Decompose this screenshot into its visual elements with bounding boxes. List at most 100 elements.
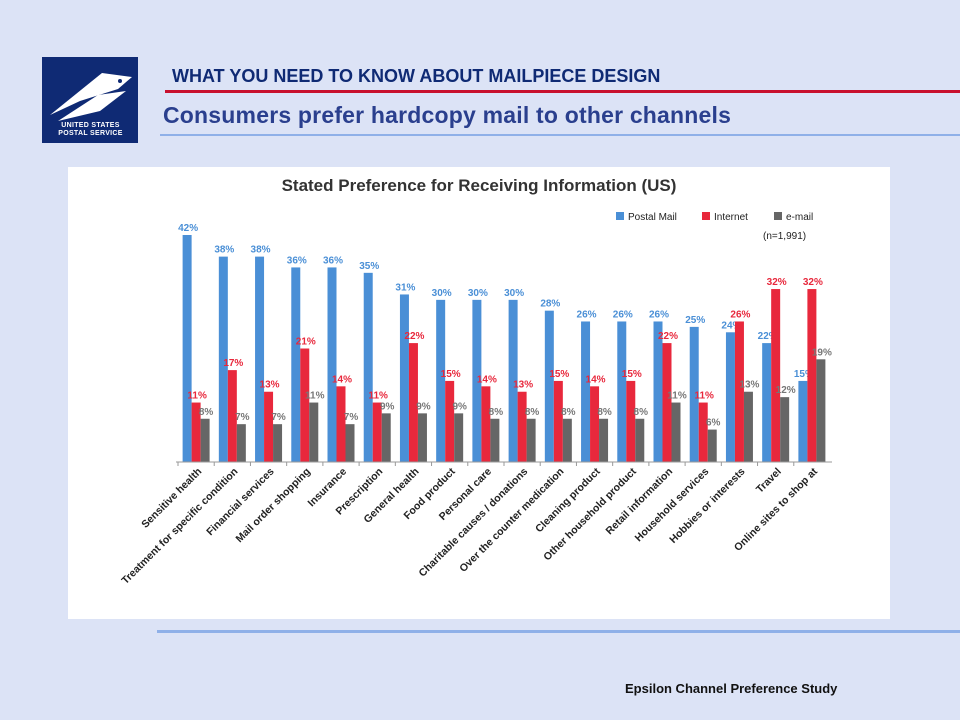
bar-postal-mail-17 [798, 380, 808, 462]
data-label: 15% [549, 369, 569, 380]
bar-e-mail-5 [381, 413, 391, 462]
legend-swatch [616, 212, 624, 220]
bars-group: 42%38% 38%36% 36% 35%31% 30% 30% 30%28%26% 26% 2… [178, 223, 832, 462]
data-label: 21% [296, 337, 316, 348]
data-label: 32% [767, 277, 787, 288]
data-label: 13% [739, 380, 759, 391]
bar-internet-13 [662, 343, 672, 462]
legend-label: e-mail [786, 212, 813, 223]
data-label: 26% [577, 309, 597, 320]
bar-postal-mail-12 [617, 321, 627, 462]
data-label: 13% [260, 380, 280, 391]
data-label: 9% [380, 401, 395, 412]
data-label: 22% [404, 331, 424, 342]
bar-postal-mail-10 [544, 310, 554, 462]
bar-internet-5 [372, 402, 382, 462]
bar-internet-2 [264, 391, 274, 462]
page-subtitle: Consumers prefer hardcopy mail to other … [163, 102, 732, 128]
source-citation: Epsilon Channel Preference Study [625, 681, 838, 696]
data-label: 14% [586, 374, 606, 385]
data-label: 31% [395, 282, 415, 293]
bar-postal-mail-16 [762, 343, 772, 462]
data-label: 13% [513, 380, 533, 391]
bar-internet-7 [445, 380, 455, 462]
bar-internet-6 [408, 343, 418, 462]
bar-postal-mail-3 [291, 267, 301, 462]
logo-text-line1: UNITED STATES [61, 122, 120, 129]
data-label: 11% [187, 391, 207, 402]
data-label: 36% [323, 255, 343, 266]
bar-internet-0 [191, 402, 201, 462]
data-label: 26% [649, 309, 669, 320]
bar-postal-mail-15 [725, 332, 735, 462]
data-label: 11% [305, 391, 325, 402]
bar-e-mail-11 [599, 418, 609, 462]
data-label: 26% [613, 309, 633, 320]
data-label: 15% [794, 369, 814, 380]
bar-e-mail-1 [236, 424, 246, 462]
bar-e-mail-16 [780, 397, 790, 462]
data-label: 7% [344, 412, 359, 423]
bar-internet-14 [698, 402, 708, 462]
bar-e-mail-0 [200, 418, 210, 462]
bar-internet-16 [771, 289, 781, 462]
data-label: 12% [776, 385, 796, 396]
bar-e-mail-10 [562, 418, 572, 462]
bar-postal-mail-1 [218, 256, 228, 462]
bar-e-mail-9 [526, 418, 536, 462]
data-label: 14% [332, 374, 352, 385]
data-label: 19% [812, 347, 832, 358]
sample-size-note: (n=1,991) [763, 231, 806, 242]
chart-legend: Postal Mail Internet e-mail [616, 212, 813, 223]
bar-e-mail-6 [417, 413, 427, 462]
bar-postal-mail-9 [508, 299, 518, 462]
bar-postal-mail-7 [436, 299, 446, 462]
data-label: 7% [235, 412, 250, 423]
bar-internet-1 [227, 370, 237, 462]
data-label: 9% [416, 401, 431, 412]
data-label: 8% [634, 407, 649, 418]
bar-internet-12 [626, 380, 636, 462]
data-label: 9% [452, 401, 467, 412]
logo-wordmark: UNITED STATES POSTAL SERVICE [43, 122, 138, 138]
bar-e-mail-3 [309, 402, 319, 462]
bar-e-mail-2 [273, 424, 283, 462]
bar-postal-mail-2 [255, 256, 265, 462]
data-label: 8% [597, 407, 612, 418]
data-label: 25% [685, 315, 705, 326]
bar-postal-mail-5 [363, 272, 373, 462]
bar-e-mail-8 [490, 418, 500, 462]
data-label: 7% [271, 412, 286, 423]
data-label: 30% [468, 288, 488, 299]
bar-e-mail-14 [707, 429, 717, 462]
data-label: 8% [489, 407, 504, 418]
chart-title: Stated Preference for Receiving Informat… [282, 176, 677, 195]
bar-internet-3 [300, 348, 310, 462]
bar-postal-mail-6 [399, 294, 409, 462]
bar-postal-mail-4 [327, 267, 337, 462]
data-label: 15% [622, 369, 642, 380]
bar-internet-4 [336, 386, 346, 462]
bar-postal-mail-14 [689, 326, 699, 462]
data-label: 36% [287, 255, 307, 266]
data-label: 26% [730, 309, 750, 320]
bar-postal-mail-8 [472, 299, 482, 462]
bar-internet-17 [807, 289, 817, 462]
legend-swatch [774, 212, 782, 220]
bar-internet-9 [517, 391, 527, 462]
bar-internet-15 [734, 321, 744, 462]
data-label: 30% [504, 288, 524, 299]
data-label: 11% [368, 391, 388, 402]
data-label: 8% [199, 407, 214, 418]
page-header-title: WHAT YOU NEED TO KNOW ABOUT MAILPIECE DE… [172, 66, 661, 86]
legend-label: Internet [714, 212, 748, 223]
bar-internet-8 [481, 386, 491, 462]
data-label: 11% [667, 391, 687, 402]
bar-e-mail-17 [816, 359, 826, 462]
data-label: 22% [658, 331, 678, 342]
category-label: Travel [754, 466, 784, 496]
header-rule [165, 90, 960, 93]
data-label: 6% [706, 418, 721, 429]
footer-rule [157, 630, 960, 633]
data-label: 24% [721, 320, 741, 331]
